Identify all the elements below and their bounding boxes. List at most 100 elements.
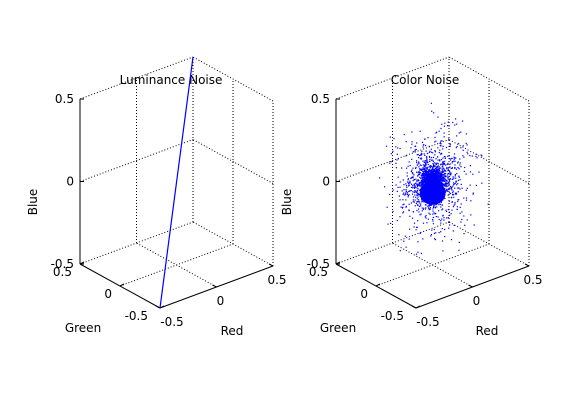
scatter-point bbox=[411, 217, 414, 219]
scatter-point bbox=[442, 179, 444, 181]
scatter-point bbox=[481, 182, 483, 184]
scatter-point bbox=[431, 110, 433, 112]
scatter-point bbox=[414, 187, 416, 189]
scatter-point bbox=[395, 167, 397, 169]
scatter-point bbox=[396, 159, 398, 161]
scatter-point bbox=[411, 141, 413, 143]
x-tick-label: -0.5 bbox=[160, 315, 183, 329]
scatter-point bbox=[454, 167, 456, 169]
scatter-point bbox=[456, 145, 458, 148]
scatter-core bbox=[419, 180, 446, 205]
scatter-point bbox=[430, 177, 433, 179]
scatter-point bbox=[408, 190, 410, 192]
scatter-point bbox=[402, 179, 404, 181]
scatter-point bbox=[454, 164, 456, 166]
scatter-point bbox=[414, 194, 416, 196]
plot-title: Color Noise bbox=[391, 73, 459, 87]
scatter-point bbox=[437, 165, 439, 167]
scatter-point bbox=[448, 221, 450, 223]
scatter-point bbox=[395, 146, 397, 148]
scatter-point bbox=[431, 173, 433, 176]
scatter-point bbox=[442, 177, 444, 179]
color-noise-plot: Color Noise -0.500.5-0.500.5-0.500.5 Red… bbox=[280, 56, 543, 338]
scatter-point bbox=[420, 174, 422, 176]
scatter-point bbox=[429, 177, 431, 179]
scatter-point bbox=[458, 168, 460, 170]
scatter-point bbox=[424, 181, 426, 183]
scatter-point bbox=[462, 120, 464, 122]
scatter-point bbox=[429, 208, 431, 210]
scatter-point bbox=[443, 185, 445, 187]
scatter-point bbox=[442, 180, 444, 182]
scatter-point bbox=[481, 155, 483, 157]
scatter-point bbox=[412, 176, 414, 178]
scatter-point bbox=[442, 177, 444, 179]
scatter-point bbox=[419, 169, 421, 171]
scatter-point bbox=[446, 185, 448, 187]
scatter-point bbox=[427, 169, 429, 171]
scatter-point bbox=[432, 216, 434, 219]
scatter-point bbox=[427, 218, 429, 220]
scatter-point bbox=[432, 208, 434, 210]
scatter-point bbox=[431, 204, 433, 206]
scatter-point bbox=[429, 176, 432, 178]
scatter-point bbox=[414, 191, 416, 193]
scatter-point bbox=[420, 203, 422, 205]
scatter-point bbox=[403, 203, 405, 205]
scatter-point bbox=[428, 174, 431, 176]
z-tick-label: 0.5 bbox=[55, 92, 74, 106]
y-tick-mark bbox=[159, 305, 165, 309]
scatter-point bbox=[447, 170, 449, 172]
scatter-point bbox=[417, 192, 419, 194]
scatter-point bbox=[453, 153, 456, 155]
scatter-point bbox=[405, 183, 407, 185]
scatter-point bbox=[416, 185, 419, 187]
scatter-point bbox=[405, 199, 407, 201]
scatter-point bbox=[456, 184, 458, 186]
scatter-point bbox=[432, 163, 434, 165]
scatter-point bbox=[451, 162, 453, 164]
scatter-point bbox=[447, 194, 449, 196]
scatter-point bbox=[397, 176, 399, 178]
scatter-point bbox=[463, 233, 465, 235]
scatter-point bbox=[421, 181, 423, 183]
scatter-point bbox=[463, 197, 465, 199]
scatter-point bbox=[431, 175, 434, 177]
scatter-point bbox=[448, 227, 450, 229]
scatter-point bbox=[437, 216, 439, 218]
scatter-point bbox=[412, 173, 414, 175]
scatter-point bbox=[441, 228, 443, 230]
scatter-point bbox=[440, 143, 442, 145]
scatter-point bbox=[450, 239, 453, 241]
scatter-point bbox=[423, 201, 425, 203]
scatter-point bbox=[417, 175, 419, 177]
scatter-point bbox=[429, 150, 431, 152]
scatter-point bbox=[432, 206, 435, 208]
scatter-point bbox=[417, 194, 419, 196]
scatter-point bbox=[445, 180, 447, 182]
tick-labels: -0.500.5-0.500.5-0.500.5 bbox=[307, 92, 543, 329]
scatter-point bbox=[454, 174, 456, 176]
scatter-point bbox=[461, 211, 463, 213]
scatter-point bbox=[444, 169, 446, 171]
scatter-point bbox=[421, 178, 424, 180]
scatter-point bbox=[430, 234, 432, 236]
y-tick-label: 0.5 bbox=[53, 265, 72, 279]
scatter-point bbox=[453, 158, 455, 160]
scatter-point bbox=[438, 176, 440, 178]
scatter-point bbox=[410, 186, 413, 188]
scatter-point bbox=[424, 181, 426, 183]
scatter-point bbox=[398, 195, 400, 197]
scatter-point bbox=[433, 228, 435, 231]
scatter-point bbox=[413, 179, 415, 181]
scatter-point bbox=[430, 102, 432, 104]
scatter-point bbox=[415, 203, 417, 205]
gridline bbox=[119, 243, 234, 287]
scatter-point bbox=[433, 212, 435, 214]
scatter-point bbox=[401, 167, 403, 169]
scatter-point bbox=[440, 177, 442, 179]
scatter-point bbox=[424, 174, 426, 177]
scatter-point bbox=[434, 204, 436, 206]
scatter-point bbox=[438, 232, 440, 234]
scatter-point bbox=[469, 165, 471, 167]
